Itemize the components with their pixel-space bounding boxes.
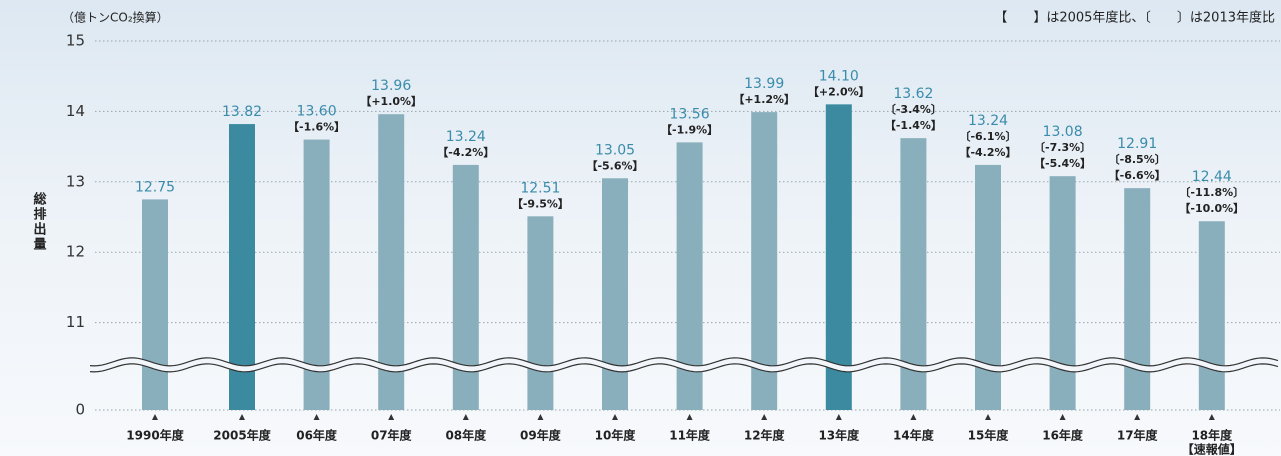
vs-2005-label: 【-1.4%】: [885, 119, 942, 132]
bar: [751, 112, 778, 410]
bar: [142, 199, 168, 410]
x-tick-label: 18年度: [1191, 428, 1233, 443]
bar: [825, 104, 852, 411]
value-label: 13.96: [371, 78, 411, 94]
tick-mark: [239, 414, 245, 420]
unit-label: （億トンCO₂換算）: [62, 10, 169, 25]
y-tick-label: 0: [75, 401, 85, 419]
vs-2005-label: 【+2.0%】: [808, 85, 870, 98]
x-tick-label: 2005年度: [213, 428, 271, 443]
legend-text: 【 】は2005年度比、〔 〕は2013年度比: [994, 10, 1275, 26]
axis-break-line: [89, 363, 1279, 373]
x-tick-label: 14年度: [893, 428, 935, 443]
y-tick-label: 12: [66, 243, 85, 261]
tick-mark: [1134, 414, 1141, 420]
bar: [1198, 221, 1225, 410]
x-tick-label: 09年度: [520, 428, 562, 443]
bar: [602, 178, 628, 410]
x-tick-label: 06年度: [296, 428, 338, 443]
y-tick-label: 15: [66, 32, 85, 50]
tick-mark: [313, 414, 320, 420]
vs-2013-label: 〔-8.5%〕: [1109, 153, 1166, 166]
value-label: 12.75: [135, 179, 175, 195]
value-label: 14.10: [819, 68, 859, 84]
vs-2013-label: 〔-6.1%〕: [959, 130, 1016, 143]
vs-2005-label: 【-4.2%】: [437, 146, 494, 159]
bar: [527, 216, 554, 410]
vs-2005-label: 【-10.0%】: [1179, 202, 1244, 215]
x-tick-label: 16年度: [1042, 428, 1084, 443]
x-tick-label: 12年度: [744, 428, 786, 443]
bar: [229, 124, 255, 411]
bar: [1124, 188, 1151, 410]
tick-mark: [612, 414, 618, 420]
y-tick-label: 11: [66, 313, 85, 331]
value-label: 13.05: [595, 142, 635, 158]
x-tick-label: 07年度: [371, 428, 413, 443]
vs-2013-label: 〔-3.4%〕: [885, 103, 942, 116]
vs-2005-label: 【-5.4%】: [1034, 157, 1091, 170]
bar: [975, 164, 1001, 410]
value-label: 13.24: [968, 113, 1008, 129]
tick-mark: [537, 414, 544, 420]
vs-2005-label: 【+1.0%】: [360, 95, 422, 108]
x-tick-label: 13年度: [818, 428, 860, 443]
tick-mark: [1208, 414, 1215, 420]
y-tick-label: 13: [66, 172, 85, 190]
y-tick-label: 14: [66, 102, 85, 120]
x-tick-label: 15年度: [968, 428, 1010, 443]
value-label: 13.56: [670, 106, 710, 122]
value-label: 12.91: [1117, 136, 1157, 152]
y-axis-title: 総排出量: [31, 191, 47, 252]
bar: [1049, 176, 1076, 410]
x-tick-label: 17年度: [1117, 428, 1159, 443]
vs-2013-label: 〔-7.3%〕: [1034, 141, 1091, 154]
value-label: 12.44: [1192, 169, 1232, 185]
vs-2005-label: 【-9.5%】: [512, 197, 569, 210]
value-label: 13.62: [893, 86, 933, 102]
x-tick-label: 08年度: [445, 428, 487, 443]
vs-2005-label: 【-6.6%】: [1109, 169, 1166, 182]
x-tick-label: 11年度: [669, 428, 711, 443]
axis-break-line: [89, 357, 1279, 367]
value-label: 13.99: [744, 76, 784, 92]
vs-2005-label: 【+1.2%】: [733, 93, 795, 106]
tick-mark: [761, 414, 768, 420]
vs-2013-label: 〔-11.8%〕: [1179, 186, 1244, 199]
value-label: 13.08: [1043, 124, 1083, 140]
vs-2005-label: 【-1.9%】: [661, 123, 718, 136]
x-tick-label: 10年度: [595, 428, 637, 443]
tick-mark: [985, 414, 991, 420]
vs-2005-label: 【-1.6%】: [288, 121, 345, 134]
tick-mark: [686, 414, 693, 420]
value-label: 13.60: [297, 104, 337, 120]
vs-2005-label: 【-4.2%】: [959, 146, 1016, 159]
vs-2005-label: 【-5.6%】: [586, 159, 643, 172]
value-label: 13.82: [222, 104, 262, 120]
value-label: 12.51: [520, 180, 560, 196]
tick-mark: [388, 414, 395, 420]
value-label: 13.24: [446, 129, 486, 145]
tick-mark: [462, 414, 469, 420]
bar: [452, 164, 479, 410]
axis-break-band: [90, 357, 1278, 372]
tick-mark: [835, 414, 842, 420]
tick-mark: [910, 414, 917, 420]
tick-mark: [1059, 414, 1066, 420]
x-tick-label: 1990年度: [126, 428, 184, 443]
bar: [378, 114, 405, 410]
tick-mark: [152, 414, 158, 420]
category-note: 【速報値】: [1182, 442, 1242, 456]
